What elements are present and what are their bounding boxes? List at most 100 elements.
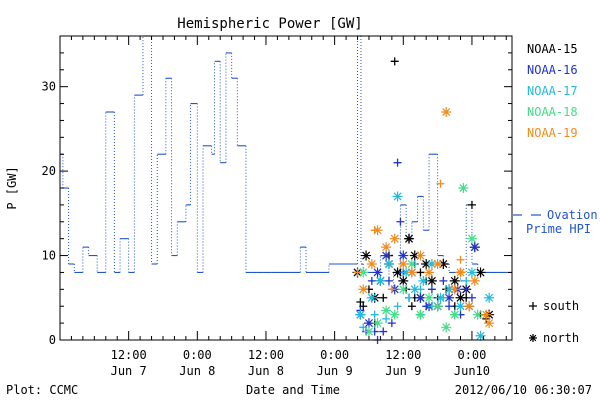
north-point [392, 191, 403, 202]
north-point [404, 233, 415, 244]
north-point [424, 292, 435, 303]
x-tick-date-label: Jun 8 [179, 364, 215, 378]
north-point [424, 267, 435, 278]
y-axis-label: P [GW] [5, 166, 19, 209]
south-point [393, 302, 402, 311]
north-point [415, 250, 426, 261]
x-tick-label: 0:00 [457, 348, 486, 362]
south-point [356, 298, 365, 306]
north-point [449, 309, 460, 320]
south-point [396, 217, 405, 226]
north-point [444, 292, 455, 303]
north-point [381, 305, 392, 316]
south-point [387, 285, 396, 294]
north-point [466, 267, 477, 278]
south-point [407, 302, 416, 311]
legend-south-label: south [543, 299, 579, 313]
legend-ovation-label: Ovation [547, 208, 598, 222]
south-point [462, 285, 471, 294]
north-point [398, 250, 409, 261]
x-tick-date-label: Jun 9 [317, 364, 353, 378]
y-axis: 0 10 20 30 [42, 52, 512, 347]
south-point [367, 276, 376, 285]
north-point [355, 309, 366, 320]
south-point [393, 158, 402, 167]
legend-satellite-label: NOAA-17 [527, 84, 578, 98]
legend-north-label: north [543, 331, 579, 345]
north-point [455, 292, 466, 303]
legend-north-marker [529, 334, 537, 342]
north-point [372, 225, 383, 236]
north-point [472, 309, 483, 320]
north-point [375, 275, 386, 286]
north-point [435, 292, 446, 303]
y-tick-label: 20 [42, 164, 56, 178]
north-point [398, 259, 409, 269]
south-point [467, 293, 476, 302]
north-point [409, 284, 420, 295]
x-tick-label: 12:00 [385, 348, 421, 362]
north-point [444, 284, 455, 295]
north-point [406, 259, 417, 269]
legend-satellite-label: NOAA-19 [527, 126, 578, 140]
north-point [418, 275, 429, 286]
north-point [398, 284, 409, 295]
north-point [361, 250, 372, 261]
north-point [484, 292, 495, 303]
north-point [432, 301, 443, 312]
south-point [359, 302, 368, 311]
x-tick-label: 12:00 [248, 348, 284, 362]
north-point [366, 259, 377, 269]
x-tick-label: 0:00 [183, 348, 212, 362]
footer-timestamp: 2012/06/10 06:30:07 [455, 383, 592, 397]
satellite-scatter [352, 57, 495, 344]
legend: NOAA-15 NOAA-16 NOAA-17 NOAA-18 NOAA-19 Ovati… [513, 42, 598, 345]
x-axis-label: Date and Time [246, 383, 340, 397]
legend-satellite-label: NOAA-18 [527, 105, 578, 119]
south-point [427, 285, 436, 294]
south-point [405, 293, 414, 302]
north-point [449, 275, 460, 286]
south-point [445, 302, 454, 311]
x-tick-label: 12:00 [111, 348, 147, 362]
x-tick-date-label: Jun10 [454, 364, 490, 378]
north-point [449, 284, 460, 295]
x-axis: 12:00 Jun 7 0:00 Jun 8 12:00 Jun 8 0:00 Jun 9 12… [70, 36, 507, 378]
north-point [363, 318, 374, 329]
north-point [381, 250, 392, 261]
north-point [481, 309, 492, 320]
south-point [379, 327, 388, 336]
north-point [426, 259, 437, 269]
north-point [464, 301, 475, 312]
north-point [426, 275, 437, 286]
north-point [475, 267, 486, 278]
north-point [432, 259, 443, 269]
x-tick-date-label: Jun 8 [248, 364, 284, 378]
north-point [441, 322, 452, 333]
south-point [382, 314, 391, 323]
north-point [372, 318, 383, 329]
north-point [398, 275, 409, 286]
south-point [384, 276, 393, 285]
north-point [469, 275, 480, 286]
north-point [438, 259, 449, 269]
south-point [359, 323, 368, 332]
north-point [401, 267, 412, 278]
north-point [358, 267, 369, 278]
y-tick-label: 30 [42, 80, 56, 94]
x-tick-date-label: Jun 9 [385, 364, 421, 378]
legend-south-marker [529, 302, 537, 310]
north-point [475, 330, 486, 341]
north-point [415, 292, 426, 303]
north-point [366, 292, 377, 303]
south-point [439, 276, 448, 285]
south-point [416, 268, 425, 277]
south-point [379, 293, 388, 302]
footer-plot-credit: Plot: CCMC [6, 383, 78, 397]
south-point [436, 179, 445, 188]
north-point [372, 267, 383, 278]
north-point [381, 242, 392, 253]
north-point [358, 284, 369, 295]
north-point [421, 259, 432, 269]
